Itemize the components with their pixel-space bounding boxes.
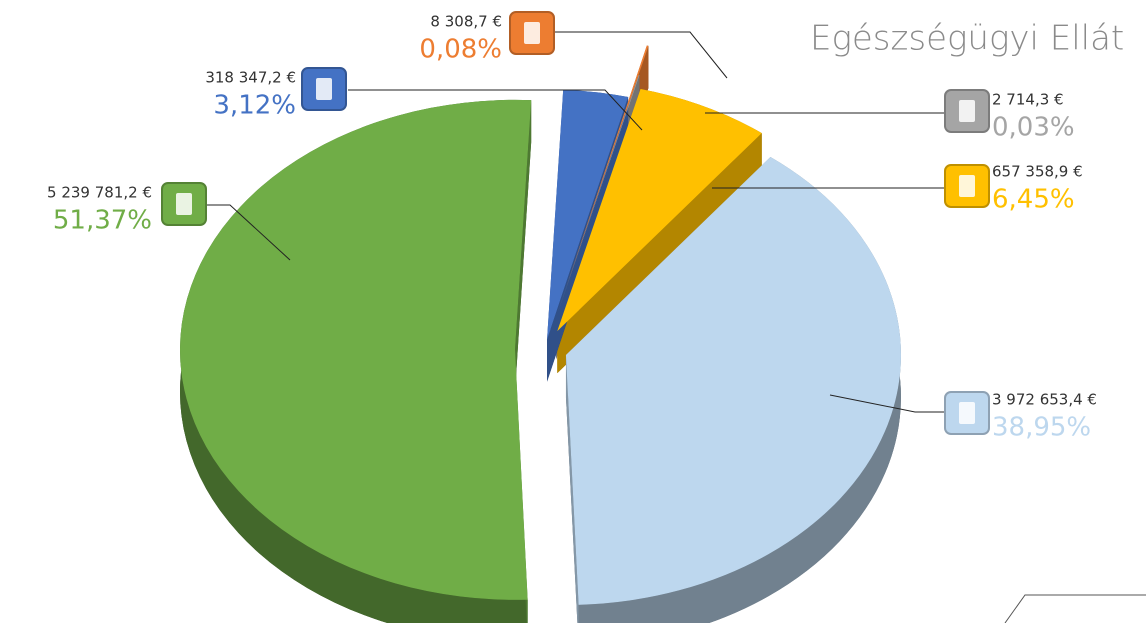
percent-label: 6,45% xyxy=(992,185,1075,215)
amount-label: 2 714,3 € xyxy=(992,91,1064,109)
percent-label: 0,03% xyxy=(992,113,1075,143)
slice-wall xyxy=(557,133,762,374)
amount-label: 8 308,7 € xyxy=(430,13,502,31)
leader-line xyxy=(829,394,945,413)
percent-label: 38,95% xyxy=(992,413,1091,443)
slice xyxy=(565,156,901,605)
chart-title: Egészségügyi Ellát xyxy=(810,19,1124,59)
percent-label: 0,08% xyxy=(419,35,502,65)
slice-wall xyxy=(515,100,532,392)
percent-label: 51,37% xyxy=(53,206,152,236)
pie-tops xyxy=(180,45,901,605)
slice xyxy=(547,89,629,340)
amount-label: 5 239 781,2 € xyxy=(47,184,152,202)
legend-icon-glyph xyxy=(959,175,975,197)
legend-icon-glyph xyxy=(959,402,975,424)
slice xyxy=(557,88,762,332)
leader-line xyxy=(554,31,728,79)
decoration-line xyxy=(1004,594,1146,623)
leader-line xyxy=(206,204,291,261)
slice xyxy=(556,75,640,318)
leader-line xyxy=(348,89,643,131)
slice xyxy=(565,45,649,289)
amount-label: 3 972 653,4 € xyxy=(992,391,1097,409)
amount-label: 657 358,9 € xyxy=(992,163,1083,181)
legend-icon-glyph xyxy=(524,22,540,44)
slice xyxy=(180,99,532,600)
slice-wall xyxy=(565,355,579,623)
legend-icon-glyph xyxy=(959,100,975,122)
amount-label: 318 347,2 € xyxy=(205,69,296,87)
legend-icon-glyph xyxy=(176,193,192,215)
percent-label: 3,12% xyxy=(213,91,296,121)
legend-icon-glyph xyxy=(316,78,332,100)
